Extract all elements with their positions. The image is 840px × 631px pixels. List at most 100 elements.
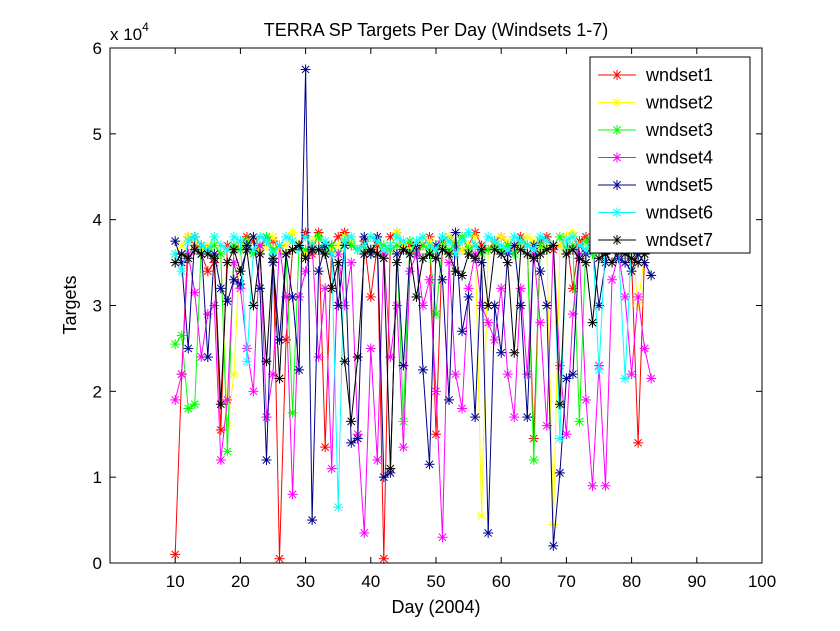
data-point-wndset3	[209, 240, 220, 251]
data-point-wndset7	[522, 249, 533, 259]
data-point-wndset4	[561, 429, 572, 440]
data-point-wndset7	[326, 283, 337, 294]
data-point-wndset7	[444, 249, 455, 259]
x-tick-label: 30	[296, 572, 315, 591]
data-point-wndset4	[633, 291, 644, 302]
data-point-wndset4	[450, 369, 461, 380]
legend-marker	[612, 125, 622, 135]
data-point-wndset7	[509, 347, 520, 358]
data-point-wndset5	[313, 266, 324, 277]
legend-label: wndset7	[645, 230, 713, 250]
data-point-wndset6	[580, 244, 591, 255]
x-tick-label: 10	[166, 572, 185, 591]
data-point-wndset4	[639, 343, 650, 354]
data-point-wndset1	[365, 291, 376, 302]
data-point-wndset5	[444, 394, 455, 405]
data-point-wndset7	[424, 249, 435, 259]
data-point-wndset6	[359, 240, 370, 251]
data-point-wndset7	[437, 244, 448, 255]
data-point-wndset2	[287, 227, 298, 238]
data-point-wndset7	[352, 352, 363, 362]
data-point-wndset5	[294, 364, 305, 375]
data-point-wndset6	[365, 231, 376, 242]
data-point-wndset6	[241, 356, 252, 367]
data-point-wndset7	[254, 249, 265, 259]
data-point-wndset5	[183, 343, 194, 354]
data-point-wndset7	[209, 253, 220, 264]
data-point-wndset7	[391, 257, 402, 268]
data-point-wndset6	[483, 231, 494, 242]
data-point-wndset4	[248, 386, 259, 397]
data-point-wndset6	[391, 231, 402, 242]
data-point-wndset6	[281, 231, 292, 242]
data-point-wndset2	[228, 369, 239, 380]
data-point-wndset4	[254, 240, 265, 251]
data-point-wndset5	[235, 279, 246, 290]
x-axis-label: Day (2004)	[391, 597, 480, 617]
data-point-wndset6	[346, 231, 357, 242]
legend: wndset1 wndset2 wndset3 wndset4 wndset5 wndse…	[589, 56, 751, 254]
data-point-wndset2	[268, 231, 278, 242]
data-point-wndset4	[431, 386, 441, 397]
x-tick-label: 80	[622, 572, 641, 591]
data-point-wndset6	[196, 240, 207, 251]
data-point-wndset5	[626, 266, 637, 277]
data-point-wndset6	[183, 236, 194, 247]
data-point-wndset3	[554, 231, 565, 242]
data-point-wndset6	[222, 244, 233, 255]
legend-marker	[612, 70, 622, 80]
legend-marker	[612, 180, 622, 190]
series-wndset7	[170, 240, 650, 474]
data-point-wndset6	[554, 433, 565, 444]
y-tick-label: 6	[93, 39, 102, 58]
data-point-wndset4	[502, 369, 513, 380]
data-point-wndset7	[417, 253, 428, 264]
data-point-wndset6	[561, 236, 572, 247]
data-point-wndset7	[189, 244, 200, 255]
data-point-wndset7	[457, 270, 468, 281]
data-point-wndset7	[554, 399, 565, 410]
data-point-wndset4	[222, 394, 233, 405]
data-point-wndset7	[274, 373, 285, 384]
data-point-wndset4	[535, 317, 546, 328]
data-point-wndset7	[626, 253, 637, 264]
data-point-wndset4	[170, 394, 181, 405]
data-point-wndset7	[202, 249, 213, 259]
data-point-wndset7	[287, 244, 298, 255]
data-point-wndset7	[261, 356, 272, 367]
data-point-wndset4	[333, 249, 344, 259]
data-point-wndset7	[567, 244, 578, 255]
data-point-wndset4	[600, 480, 611, 491]
x-ticks: 10 20 30 40 50 60 70 80 90 100	[166, 48, 776, 591]
data-point-wndset4	[300, 266, 311, 277]
data-point-wndset7	[385, 463, 396, 474]
data-point-wndset7	[633, 257, 644, 268]
data-point-wndset6	[522, 240, 533, 251]
data-point-wndset5	[287, 291, 298, 302]
y-ticks: 0 1 2 3 4 5 6	[93, 39, 762, 573]
data-point-wndset4	[489, 334, 500, 345]
data-point-wndset7	[215, 399, 226, 410]
data-point-wndset6	[189, 231, 200, 242]
data-point-wndset7	[489, 244, 500, 255]
data-point-wndset2	[496, 231, 507, 242]
data-point-wndset7	[365, 244, 376, 255]
legend-label: wndset1	[645, 65, 713, 85]
data-point-wndset6	[320, 236, 331, 247]
y-tick-label: 0	[93, 554, 102, 573]
data-point-wndset7	[515, 244, 526, 255]
data-point-wndset3	[176, 330, 187, 341]
data-point-wndset4	[457, 403, 468, 414]
y-tick-label: 4	[93, 211, 102, 230]
y-tick-label: 5	[93, 125, 102, 144]
data-point-wndset6	[287, 236, 298, 247]
data-point-wndset3	[313, 231, 324, 242]
legend-item-wndset6: wndset6	[598, 203, 713, 223]
data-point-wndset1	[333, 231, 344, 242]
y-exponent-label: x 104	[110, 20, 149, 44]
data-point-wndset3	[183, 403, 194, 414]
data-point-wndset6	[378, 244, 389, 255]
data-point-wndset5	[215, 283, 226, 294]
data-point-wndset7	[176, 249, 187, 259]
